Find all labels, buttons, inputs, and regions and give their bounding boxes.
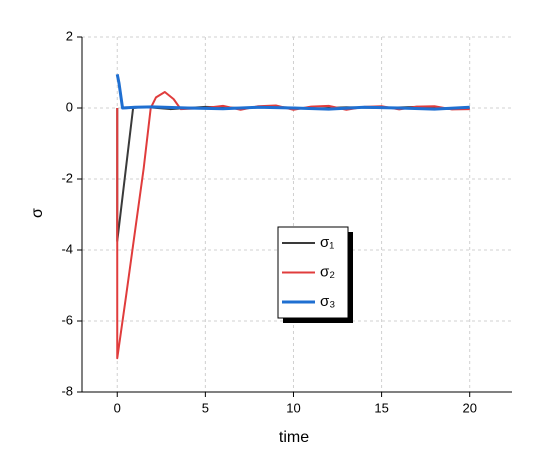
y-tick-label: -2 [61, 170, 73, 185]
legend-label: σ₃ [320, 293, 335, 310]
line-series [115, 73, 470, 111]
y-tick-label: 2 [66, 28, 73, 43]
legend-label: σ₂ [320, 263, 335, 280]
x-axis-label: time [279, 429, 309, 446]
x-tick-label: 5 [202, 400, 209, 415]
y-tick-label: -6 [61, 312, 73, 327]
legend-label: σ₁ [320, 234, 334, 251]
y-axis-label: σ [29, 208, 46, 218]
y-tick-label: 0 [66, 99, 73, 114]
y-tick-label: -8 [61, 383, 73, 398]
y-tick-label: -4 [61, 241, 73, 256]
x-tick-label: 15 [374, 400, 388, 415]
x-tick-label: 10 [286, 400, 300, 415]
x-tick-label: 20 [462, 400, 476, 415]
x-tick-label: 0 [114, 400, 121, 415]
